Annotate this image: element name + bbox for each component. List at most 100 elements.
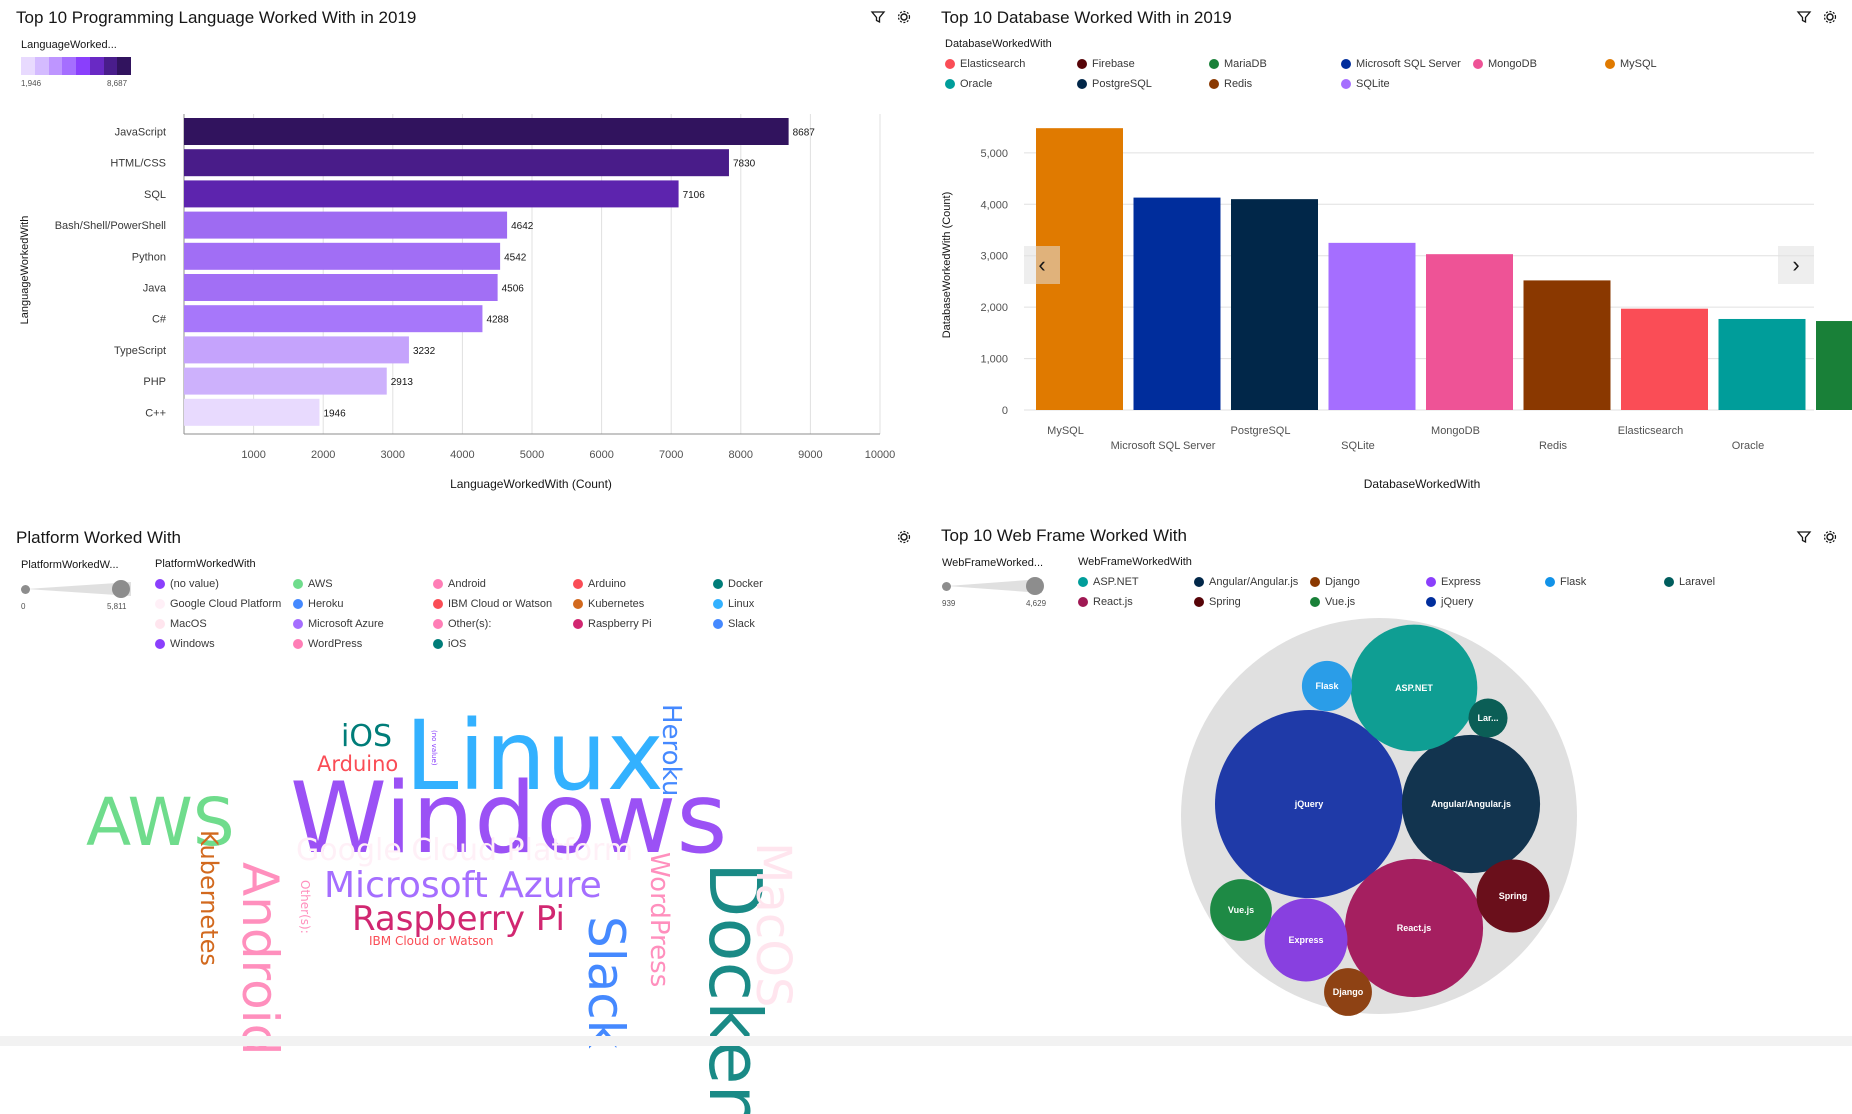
legend-label: Slack	[728, 617, 755, 630]
legend-item[interactable]: PostgreSQL	[1077, 75, 1203, 92]
bubble-label: Vue.js	[1228, 905, 1254, 915]
bar	[184, 305, 483, 333]
filter-icon[interactable]	[1796, 9, 1812, 25]
data-label: 3232	[413, 346, 436, 357]
legend-item[interactable]: Slack	[713, 615, 847, 632]
legend-swatch	[1078, 596, 1088, 607]
legend-label: React.js	[1093, 595, 1133, 608]
gear-icon[interactable]	[1822, 9, 1838, 25]
legend-label: Android	[448, 577, 486, 590]
bar	[184, 336, 409, 364]
scroll-next-button[interactable]: ›	[1778, 246, 1814, 284]
legend-item[interactable]: ASP.NET	[1078, 573, 1188, 590]
legend-item[interactable]: Docker	[713, 575, 847, 592]
legend-item[interactable]: MariaDB	[1209, 55, 1335, 72]
legend-label: iOS	[448, 637, 467, 650]
legend-item[interactable]: Vue.js	[1310, 593, 1420, 610]
legend-item[interactable]: Kubernetes	[573, 595, 707, 612]
word-cloud-word: Linux	[405, 700, 664, 812]
webframe-legend: ASP.NET Angular/Angular.js Django Express Fl…	[1078, 573, 1774, 610]
bar	[184, 367, 387, 395]
bubble	[1468, 698, 1508, 738]
legend-label: ASP.NET	[1093, 575, 1139, 588]
legend-item[interactable]: Google Cloud Platform	[155, 595, 287, 612]
legend-label: Django	[1325, 575, 1360, 588]
legend-item[interactable]: MySQL	[1605, 55, 1731, 72]
legend-swatch	[713, 618, 723, 629]
legend-item[interactable]: WordPress	[293, 635, 427, 652]
legend-item[interactable]: Firebase	[1077, 55, 1203, 72]
bar	[1621, 308, 1708, 410]
bubble	[1344, 858, 1484, 998]
legend-item[interactable]: Express	[1426, 573, 1539, 590]
legend-item[interactable]: (no value)	[155, 575, 287, 592]
word-cloud-word: Android	[230, 862, 289, 1056]
legend-item[interactable]: Microsoft Azure	[293, 615, 427, 632]
legend-item[interactable]: Linux	[713, 595, 847, 612]
legend-item[interactable]: Oracle	[945, 75, 1071, 92]
legend-label: SQLite	[1356, 77, 1390, 90]
legend-swatch	[713, 598, 723, 609]
legend-label: Other(s):	[448, 617, 492, 630]
size-legend-min: 0	[21, 602, 26, 611]
legend-swatch	[155, 638, 165, 649]
legend-swatch	[155, 598, 165, 609]
gear-icon[interactable]	[1822, 529, 1838, 545]
bar	[1328, 242, 1416, 410]
size-legend[interactable]	[21, 578, 131, 600]
legend-item[interactable]: Flask	[1545, 573, 1658, 590]
legend-item[interactable]: Spring	[1194, 593, 1304, 610]
bar	[184, 118, 789, 145]
legend-label: Oracle	[960, 77, 993, 90]
legend-item[interactable]: Redis	[1209, 75, 1335, 92]
legend-item[interactable]: MongoDB	[1473, 55, 1599, 72]
legend-item[interactable]: AWS	[293, 575, 427, 592]
legend-item[interactable]: Django	[1310, 573, 1420, 590]
legend-item[interactable]: Raspberry Pi	[573, 615, 707, 632]
legend-label: Linux	[728, 597, 755, 610]
legend-item[interactable]: Heroku	[293, 595, 427, 612]
bar	[184, 242, 501, 270]
legend-swatch	[155, 618, 165, 629]
legend-item[interactable]: Android	[433, 575, 567, 592]
size-legend-title: WebFrameWorked...	[942, 557, 1044, 569]
bubble-label: Angular/Angular.js	[1431, 799, 1511, 809]
legend-item[interactable]: Angular/Angular.js	[1194, 573, 1304, 590]
legend-label: Vue.js	[1325, 595, 1356, 608]
gear-icon[interactable]	[896, 529, 912, 545]
legend-item[interactable]: SQLite	[1341, 75, 1467, 92]
legend-item[interactable]: React.js	[1078, 593, 1188, 610]
x-tick-label: 7000	[659, 449, 683, 461]
legend-swatch	[1209, 78, 1219, 89]
legend-swatch	[1077, 58, 1087, 69]
legend-label: Elasticsearch	[960, 57, 1026, 70]
size-legend[interactable]	[942, 575, 1052, 597]
x-tick-label: 9000	[798, 449, 822, 461]
data-label: 4642	[511, 221, 534, 232]
legend-item[interactable]: IBM Cloud or Watson	[433, 595, 567, 612]
legend-item[interactable]: iOS	[433, 635, 567, 652]
filter-icon[interactable]	[870, 9, 886, 25]
panel-title: Platform Worked With	[16, 528, 182, 547]
scroll-prev-button[interactable]: ‹	[1024, 246, 1060, 284]
legend-item[interactable]: Microsoft SQL Server	[1341, 55, 1467, 72]
legend-item[interactable]: MacOS	[155, 615, 287, 632]
legend-swatch	[1341, 58, 1351, 69]
bubble	[1264, 898, 1348, 982]
filter-icon[interactable]	[1796, 529, 1812, 545]
y-tick-label: 0	[1002, 405, 1008, 417]
legend-item[interactable]: Other(s):	[433, 615, 567, 632]
legend-item[interactable]: Laravel	[1664, 573, 1774, 590]
languages-panel: Top 10 Programming Language Worked With …	[0, 0, 926, 520]
x-tick-label: MySQL	[1047, 425, 1084, 437]
legend-item[interactable]: Arduino	[573, 575, 707, 592]
legend-item[interactable]: Elasticsearch	[945, 55, 1071, 72]
legend-label: Docker	[728, 577, 763, 590]
legend-item[interactable]: Windows	[155, 635, 287, 652]
legend-item[interactable]: jQuery	[1426, 593, 1539, 610]
legend-swatch	[573, 598, 583, 609]
legend-label: Windows	[170, 637, 215, 650]
database-bar-chart: 0 1,000 2,000 3,000 4,000 5,000 MySQL Microsoft…	[941, 128, 1852, 491]
panel-toolbar	[1796, 9, 1838, 25]
gear-icon[interactable]	[896, 9, 912, 25]
